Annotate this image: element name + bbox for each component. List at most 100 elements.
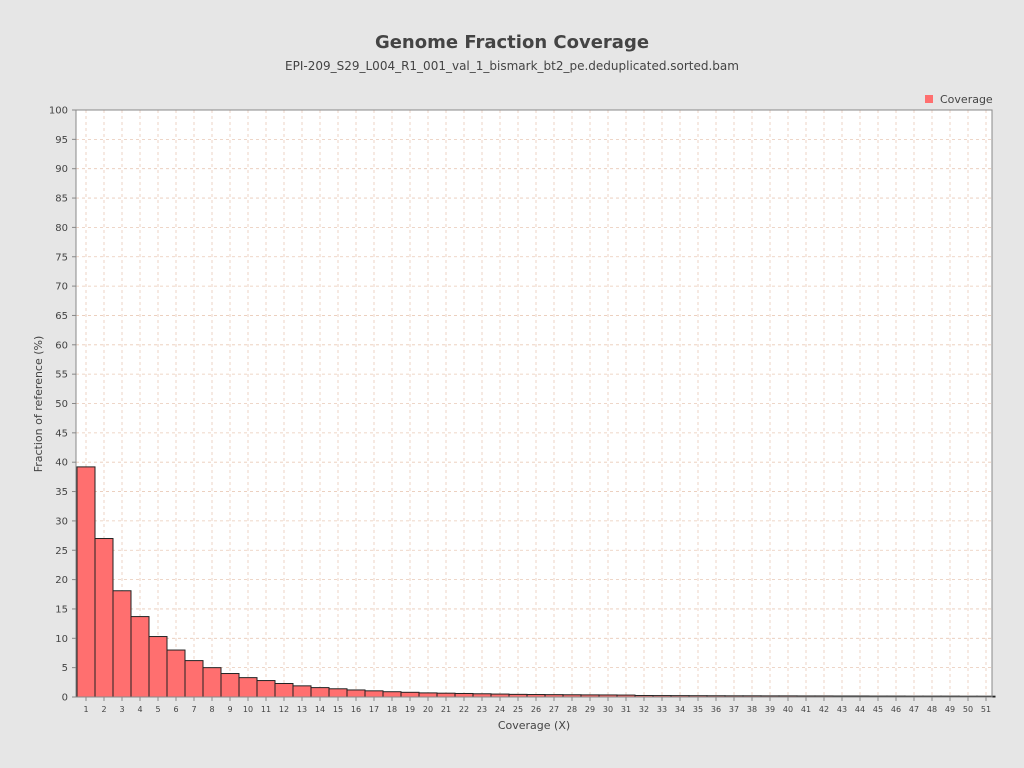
- y-tick-label: 80: [55, 223, 68, 234]
- x-tick-label: 47: [909, 705, 919, 714]
- x-tick-label: 12: [279, 705, 289, 714]
- x-tick-label: 8: [209, 705, 214, 714]
- y-tick-label: 65: [55, 311, 68, 322]
- legend-swatch: [925, 95, 933, 103]
- y-tick-label: 5: [62, 663, 68, 674]
- x-tick-label: 27: [549, 705, 559, 714]
- x-tick-label: 39: [765, 705, 775, 714]
- bar: [256, 680, 276, 698]
- legend-label: Coverage: [940, 93, 993, 106]
- y-axis-label: Fraction of reference (%): [32, 336, 45, 473]
- x-tick-label: 11: [261, 705, 271, 714]
- x-tick-label: 19: [405, 705, 415, 714]
- bar: [130, 616, 150, 698]
- x-tick-label: 10: [243, 705, 253, 714]
- x-tick-label: 31: [621, 705, 631, 714]
- x-tick-label: 21: [441, 705, 451, 714]
- x-tick-label: 32: [639, 705, 649, 714]
- x-tick-label: 38: [747, 705, 757, 714]
- bar: [382, 691, 402, 698]
- y-tick-label: 75: [55, 252, 68, 263]
- y-tick-label: 15: [55, 604, 68, 615]
- x-tick-label: 51: [981, 705, 991, 714]
- y-tick-label: 90: [55, 164, 68, 175]
- x-tick-label: 36: [711, 705, 721, 714]
- x-tick-label: 22: [459, 705, 469, 714]
- x-tick-label: 35: [693, 705, 703, 714]
- x-tick-label: 50: [963, 705, 973, 714]
- bar: [94, 538, 114, 698]
- bar: [202, 667, 222, 698]
- x-tick-label: 45: [873, 705, 883, 714]
- y-tick-label: 35: [55, 487, 68, 498]
- y-tick-label: 60: [55, 340, 68, 351]
- bar: [148, 636, 168, 698]
- x-tick-label: 43: [837, 705, 847, 714]
- x-tick-label: 6: [173, 705, 178, 714]
- bar: [310, 687, 330, 698]
- x-tick-label: 37: [729, 705, 739, 714]
- y-tick-label: 0: [62, 693, 68, 704]
- bar: [436, 692, 456, 698]
- y-tick-label: 40: [55, 458, 68, 469]
- y-tick-label: 45: [55, 428, 68, 439]
- x-tick-label: 44: [855, 705, 865, 714]
- bar: [400, 691, 420, 698]
- x-tick-label: 29: [585, 705, 595, 714]
- y-axis: 0 5 10 15 20 25 30 35 40 45 50 55 60 65 70 75 80 85 90 95 10…: [49, 106, 76, 704]
- x-tick-label: 40: [783, 705, 793, 714]
- bar: [184, 660, 204, 698]
- x-tick-label: 23: [477, 705, 487, 714]
- bar: [238, 677, 258, 698]
- x-tick-label: 9: [227, 705, 232, 714]
- bar: [454, 692, 474, 698]
- x-tick-label: 20: [423, 705, 433, 714]
- bar: [346, 689, 366, 698]
- y-tick-label: 95: [55, 135, 68, 146]
- bar: [328, 688, 348, 698]
- x-tick-label: 7: [191, 705, 196, 714]
- legend: Coverage: [925, 93, 993, 106]
- bar: [274, 682, 294, 698]
- grid: [76, 110, 992, 697]
- bar: [292, 685, 312, 698]
- x-tick-label: 15: [333, 705, 343, 714]
- y-tick-label: 70: [55, 282, 68, 293]
- bar: [220, 673, 240, 698]
- x-tick-label: 41: [801, 705, 811, 714]
- y-tick-label: 20: [55, 575, 68, 586]
- x-tick-label: 46: [891, 705, 901, 714]
- y-tick-label: 85: [55, 194, 68, 205]
- x-tick-label: 30: [603, 705, 613, 714]
- x-tick-label: 18: [387, 705, 397, 714]
- x-tick-label: 2: [101, 705, 106, 714]
- chart-title: Genome Fraction Coverage: [375, 32, 649, 53]
- x-tick-label: 42: [819, 705, 829, 714]
- x-tick-label: 26: [531, 705, 541, 714]
- y-tick-label: 50: [55, 399, 68, 410]
- bar: [166, 649, 186, 698]
- x-tick-label: 5: [155, 705, 160, 714]
- x-axis: 1 2 3 4 5 6 7 8 9 10 11 12 13 14 15 16 17 18 19 20 21 22 23 24 2…: [83, 697, 991, 714]
- x-axis-label: Coverage (X): [498, 719, 570, 732]
- bar: [112, 590, 132, 698]
- bar: [418, 692, 438, 698]
- x-tick-label: 3: [119, 705, 124, 714]
- x-tick-label: 48: [927, 705, 937, 714]
- x-tick-label: 28: [567, 705, 577, 714]
- chart-subtitle: EPI-209_S29_L004_R1_001_val_1_bismark_bt…: [285, 59, 739, 73]
- y-tick-label: 100: [49, 106, 68, 117]
- x-tick-label: 1: [83, 705, 88, 714]
- y-tick-label: 10: [55, 634, 68, 645]
- y-tick-label: 30: [55, 516, 68, 527]
- x-tick-label: 16: [351, 705, 361, 714]
- x-tick-label: 25: [513, 705, 523, 714]
- bar: [364, 690, 384, 698]
- x-tick-label: 34: [675, 705, 685, 714]
- y-tick-label: 55: [55, 370, 68, 381]
- x-tick-label: 4: [137, 705, 142, 714]
- x-tick-label: 17: [369, 705, 379, 714]
- x-tick-label: 33: [657, 705, 667, 714]
- x-tick-label: 13: [297, 705, 307, 714]
